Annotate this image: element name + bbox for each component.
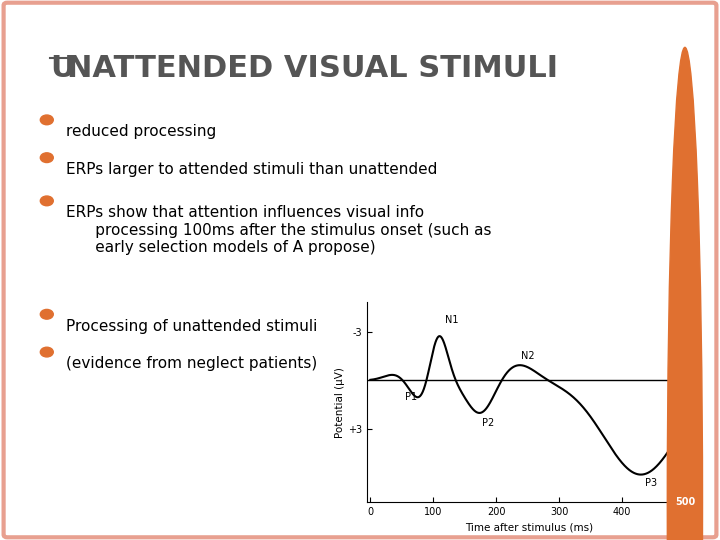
Text: P1: P1 [405, 392, 417, 402]
Text: ERPs larger to attended stimuli than unattended: ERPs larger to attended stimuli than una… [66, 162, 438, 177]
Text: 500: 500 [675, 497, 695, 507]
X-axis label: Time after stimulus (ms): Time after stimulus (ms) [465, 523, 593, 532]
Text: reduced processing: reduced processing [66, 124, 217, 139]
Text: U: U [50, 54, 75, 83]
Text: N2: N2 [521, 351, 535, 361]
Text: NATTENDED VISUAL STIMULI: NATTENDED VISUAL STIMULI [67, 54, 558, 83]
Text: ERPs show that attention influences visual info
      processing 100ms after the: ERPs show that attention influences visu… [66, 205, 492, 255]
Text: (evidence from neglect patients): (evidence from neglect patients) [66, 356, 318, 372]
Text: P3: P3 [645, 478, 657, 488]
Text: Processing of unattended stimuli: Processing of unattended stimuli [66, 319, 318, 334]
Y-axis label: Potential (μV): Potential (μV) [336, 367, 346, 438]
Text: P2: P2 [482, 417, 495, 428]
Circle shape [667, 48, 703, 540]
Text: N1: N1 [444, 315, 458, 325]
